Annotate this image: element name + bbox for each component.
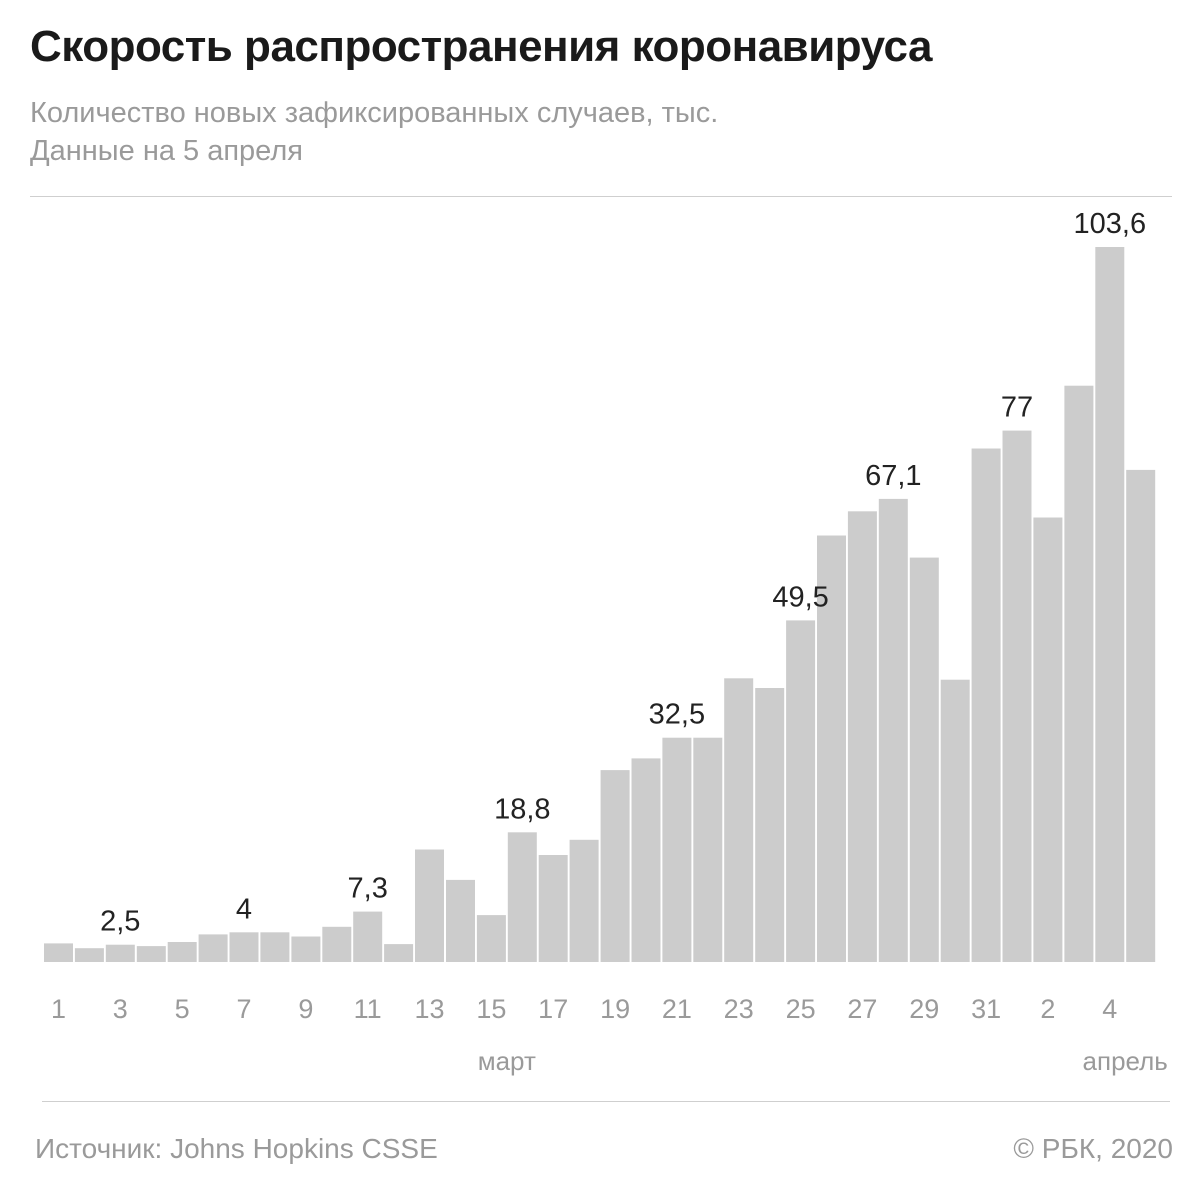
x-tick-label: 25 — [786, 994, 816, 1024]
bar — [1002, 430, 1032, 963]
bar — [971, 448, 1001, 962]
x-tick-labels-group: 1 3 5 7 9 11 13 15 17 19 21 23 25 27 29 31 2 4 — [51, 994, 1117, 1024]
bar — [1095, 247, 1125, 962]
source-note: Источник: Johns Hopkins CSSE — [35, 1133, 438, 1164]
bar — [755, 688, 785, 962]
bar — [1126, 469, 1156, 962]
x-tick-label: 23 — [724, 994, 754, 1024]
bars-group — [44, 247, 1156, 963]
x-tick-label: 27 — [847, 994, 877, 1024]
bar-value-label: 7,3 — [348, 873, 388, 905]
bar — [817, 535, 846, 962]
bar-value-label: 67,1 — [865, 460, 921, 492]
bar — [105, 944, 135, 962]
x-tick-label: 13 — [414, 994, 444, 1024]
month-labels-group: март апрель — [478, 1046, 1168, 1076]
bar — [322, 926, 352, 962]
x-tick-label: 11 — [354, 994, 382, 1024]
bar — [446, 879, 475, 962]
bar — [909, 557, 939, 962]
bar — [538, 855, 568, 962]
x-tick-label: 29 — [909, 994, 939, 1024]
bar — [44, 943, 73, 962]
bar — [569, 839, 599, 962]
bar — [693, 737, 723, 962]
bar — [476, 915, 506, 962]
x-tick-label: 19 — [600, 994, 630, 1024]
bar-value-label: 77 — [1001, 392, 1033, 424]
bar — [1064, 385, 1094, 962]
bar-value-label: 103,6 — [1074, 208, 1147, 240]
x-tick-label: 5 — [175, 994, 190, 1024]
bar — [940, 679, 970, 962]
x-tick-label: 3 — [113, 994, 128, 1024]
chart-subtitle: Количество новых зафиксированных случаев… — [30, 97, 719, 129]
bar-value-label: 2,5 — [100, 906, 140, 938]
chart-date-note: Данные на 5 апреля — [30, 135, 303, 167]
x-tick-label: 7 — [236, 994, 251, 1024]
bar — [229, 932, 259, 962]
bar — [847, 511, 877, 962]
bar — [631, 758, 661, 962]
value-labels-group: 2,5 4 7,3 18,8 32,5 49,5 67,1 77 103,6 — [100, 208, 1146, 938]
bar — [724, 678, 754, 962]
bar — [384, 944, 414, 962]
bar — [662, 737, 692, 962]
top-divider — [30, 196, 1172, 197]
bar-value-label: 18,8 — [494, 793, 550, 825]
bar-value-label: 49,5 — [772, 581, 828, 613]
bar — [415, 849, 444, 962]
bar — [74, 948, 104, 962]
bar — [786, 620, 816, 962]
bar-value-label: 4 — [236, 893, 252, 925]
bar-value-label: 32,5 — [649, 699, 705, 731]
bar — [136, 946, 166, 962]
bar — [1033, 517, 1063, 962]
bar — [600, 770, 630, 962]
x-tick-label: 15 — [476, 994, 506, 1024]
bar — [198, 934, 228, 962]
bar — [878, 498, 908, 962]
bottom-divider — [42, 1101, 1170, 1102]
x-tick-label: 1 — [51, 994, 66, 1024]
bar — [291, 936, 321, 962]
x-tick-label: 2 — [1040, 994, 1055, 1024]
x-tick-label: 31 — [971, 994, 1001, 1024]
x-tick-label: 21 — [662, 994, 692, 1024]
bar — [507, 832, 537, 962]
bar — [167, 942, 197, 962]
x-tick-label: 4 — [1102, 994, 1117, 1024]
copyright-note: © РБК, 2020 — [1013, 1133, 1173, 1164]
month-label: апрель — [1083, 1046, 1168, 1076]
bar — [353, 911, 383, 962]
bar — [260, 932, 290, 962]
chart-title: Скорость распространения коронавируса — [30, 22, 932, 71]
month-label: март — [478, 1046, 536, 1076]
x-tick-label: 9 — [298, 994, 313, 1024]
x-tick-label: 17 — [538, 994, 568, 1024]
